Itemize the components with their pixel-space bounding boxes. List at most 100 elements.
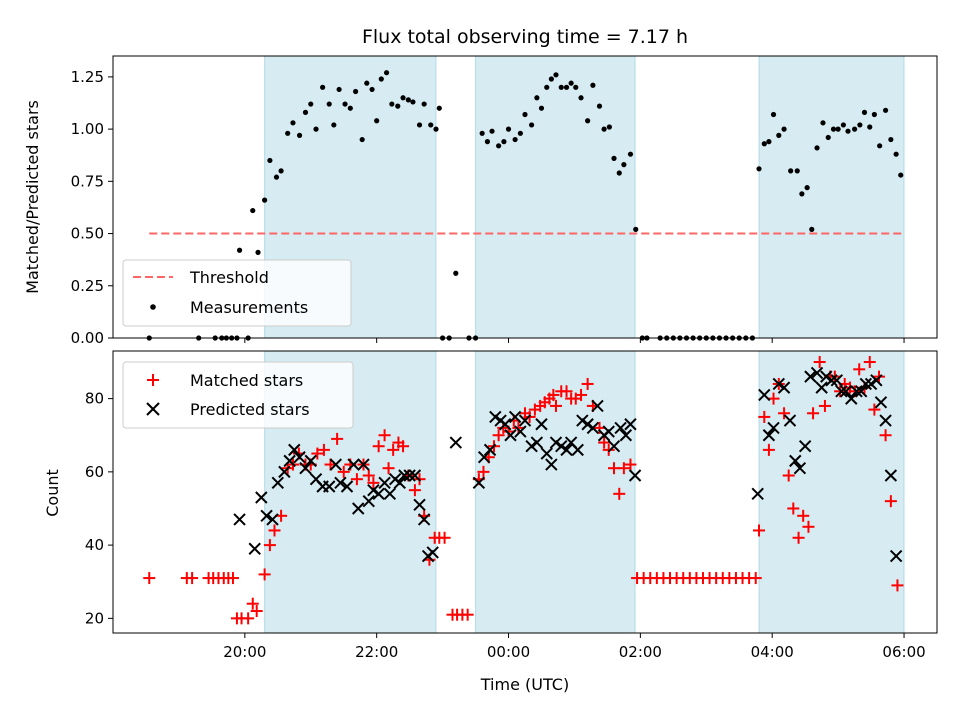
matched-star-point — [792, 531, 805, 544]
predicted-star-point — [426, 546, 439, 559]
measurement-point — [761, 141, 767, 147]
measurement-point — [616, 170, 622, 176]
matched-star-point — [891, 579, 904, 592]
matched-star-point — [362, 469, 375, 482]
measurement-point — [867, 124, 873, 130]
measurement-point — [544, 84, 550, 90]
bottom-y-tick-label: 40 — [85, 536, 104, 554]
matched-star-point — [787, 502, 800, 515]
matched-star-point — [581, 377, 594, 390]
measurement-point — [809, 226, 815, 232]
measurement-point — [553, 72, 559, 78]
predicted-star-point — [248, 542, 261, 555]
predicted-star-point — [810, 366, 824, 380]
legend-matched-swatch — [147, 374, 159, 386]
measurement-point — [538, 105, 545, 111]
measurement-point — [596, 103, 603, 109]
predicted-star-point — [624, 418, 637, 431]
predicted-star-point — [288, 443, 301, 457]
legend-predicted-swatch — [146, 402, 160, 416]
measurement-point — [814, 145, 820, 151]
measurement-point — [522, 111, 528, 118]
measurement-point — [893, 151, 899, 157]
measurement-point — [484, 139, 491, 145]
measurement-point — [308, 101, 314, 107]
measurement-point — [820, 120, 826, 126]
measurement-point — [428, 122, 434, 128]
measurement-point — [505, 126, 512, 132]
measurement-point — [410, 99, 416, 105]
measurement-point — [517, 130, 523, 136]
measurement-point — [320, 84, 326, 90]
measurement-point — [845, 128, 851, 134]
measurement-point — [590, 82, 596, 88]
matched-star-point — [337, 465, 350, 478]
matched-star-point — [268, 524, 281, 537]
measurement-point — [857, 122, 863, 128]
predicted-star-point — [820, 370, 833, 383]
predicted-star-point — [777, 381, 791, 394]
predicted-star-point — [393, 476, 406, 490]
predicted-star-point — [408, 469, 422, 482]
matched-star-point — [598, 436, 611, 449]
measurement-point — [378, 76, 384, 82]
measurement-point — [383, 70, 390, 76]
matched-star-point — [387, 443, 400, 456]
measurement-point — [433, 126, 439, 132]
measurement-point — [374, 118, 380, 124]
matched-star-point — [767, 392, 780, 405]
matched-star-point — [438, 531, 451, 544]
predicted-star-point — [884, 469, 898, 482]
matched-star-point — [408, 484, 421, 497]
predicted-star-point — [835, 385, 848, 398]
bottom-x-tick-label: 00:00 — [487, 643, 530, 661]
measurement-point — [558, 84, 564, 90]
measurement-point — [342, 101, 348, 107]
top-y-tick-label: 0.25 — [71, 277, 104, 295]
matched-star-point — [613, 487, 626, 500]
legend-predicted-label: Predicted stars — [190, 400, 310, 419]
bottom-legend-box — [122, 361, 354, 429]
predicted-star-point — [845, 392, 858, 405]
predicted-star-point — [839, 385, 853, 398]
predicted-star-point — [783, 414, 797, 427]
measurement-point — [633, 226, 639, 232]
top-y-tick-label: 0.75 — [71, 172, 104, 190]
predicted-star-point — [518, 414, 532, 427]
predicted-star-point — [283, 454, 296, 468]
measurement-point — [756, 166, 762, 172]
predicted-star-point — [586, 421, 600, 435]
measurement-point — [326, 101, 332, 107]
measurement-point — [364, 80, 370, 86]
top-legend: Threshold Measurements — [122, 259, 352, 327]
predicted-star-point — [859, 377, 873, 391]
matched-star-point — [853, 363, 866, 376]
measurement-point — [336, 86, 342, 93]
measurement-point — [568, 80, 574, 86]
measurement-point — [347, 105, 353, 111]
predicted-star-point — [830, 374, 844, 387]
bottom-shaded-region-1 — [475, 350, 636, 634]
bottom-x-axis-label: Time (UTC) — [480, 675, 569, 694]
matched-star-point — [226, 572, 239, 585]
predicted-star-point — [299, 461, 312, 475]
legend-threshold-label: Threshold — [189, 268, 269, 287]
bottom-legend: Matched stars Predicted stars — [122, 361, 354, 429]
measurement-point — [369, 86, 375, 93]
bottom-x-tick-label: 22:00 — [355, 643, 398, 661]
matched-star-point — [512, 421, 525, 434]
measurement-point — [395, 103, 401, 109]
predicted-star-point — [628, 469, 642, 482]
predicted-star-point — [266, 513, 279, 526]
matched-star-point — [263, 539, 276, 552]
predicted-star-point — [403, 469, 416, 482]
matched-star-point — [143, 572, 156, 585]
predicted-star-point — [535, 418, 548, 431]
measurement-point — [436, 105, 442, 111]
predicted-star-point — [530, 436, 544, 449]
matched-star-point — [782, 469, 795, 482]
matched-star-point — [477, 465, 490, 478]
measurement-point — [627, 151, 634, 157]
measurement-point — [766, 139, 772, 145]
